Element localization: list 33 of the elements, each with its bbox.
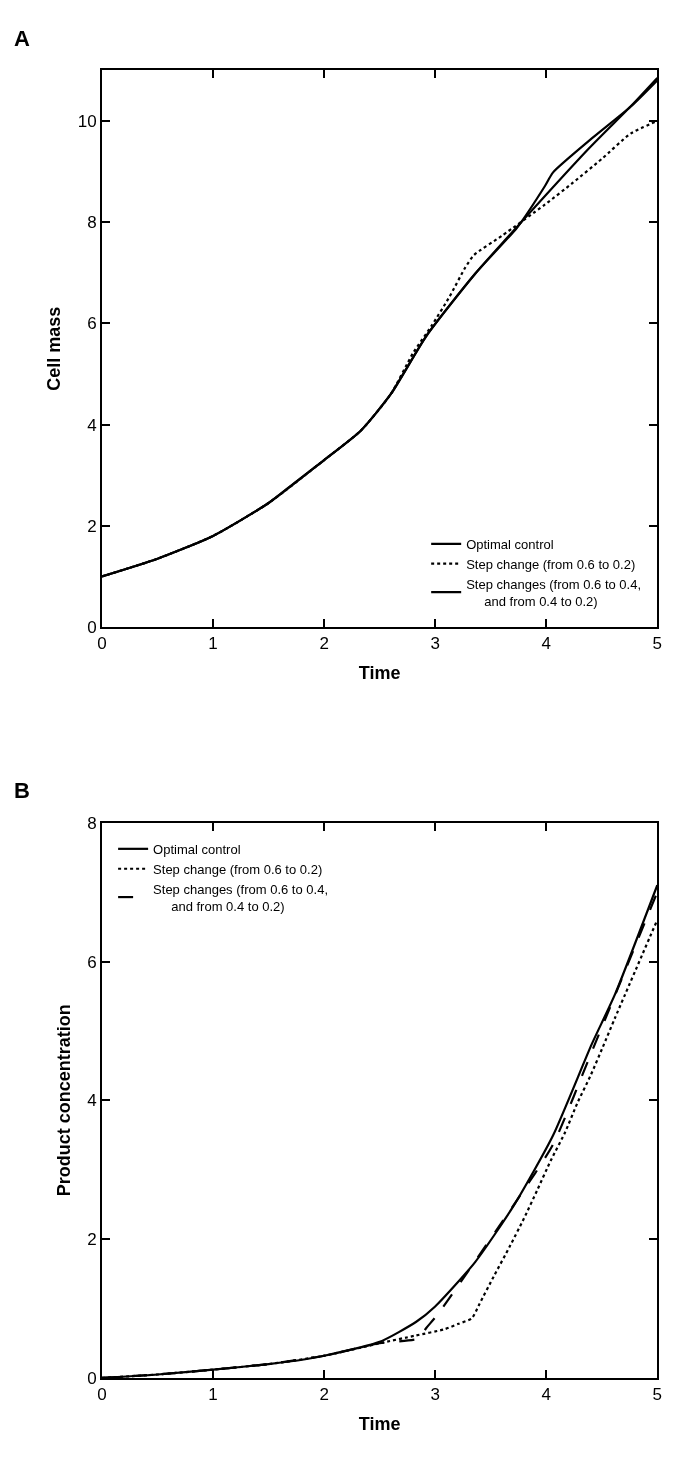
- x-tick-label: 3: [430, 1385, 440, 1405]
- y-tick-label: 0: [87, 1368, 97, 1388]
- x-tick-label: 2: [319, 1385, 329, 1405]
- y-tick-label: 6: [87, 952, 97, 972]
- y-axis-title: Product concentration: [53, 1004, 74, 1197]
- legend-label: Optimal control: [466, 536, 554, 552]
- y-tick-label: 6: [87, 314, 97, 334]
- legend-label: Optimal control: [153, 841, 241, 857]
- legend-label: Step changes (from 0.6 to 0.4, and from 0.4 to 0.2): [466, 576, 642, 609]
- x-tick-label: 1: [208, 634, 218, 654]
- y-tick-label: 4: [87, 415, 97, 435]
- x-tick-label: 1: [208, 1385, 218, 1405]
- x-tick-label: 3: [430, 634, 440, 654]
- x-tick-label: 4: [541, 1385, 551, 1405]
- x-axis-title: Time: [358, 1413, 401, 1434]
- legend-label: Step changes (from 0.6 to 0.4, and from 0.4 to 0.2): [153, 881, 328, 914]
- y-axis-title: Cell mass: [44, 306, 65, 391]
- y-tick-label: 8: [87, 213, 97, 233]
- y-tick-label: 0: [87, 617, 97, 637]
- y-tick-label: 8: [87, 813, 97, 833]
- x-tick-label: 4: [541, 634, 551, 654]
- legend-label: Step change (from 0.6 to 0.2): [466, 556, 636, 572]
- chart-title: A: [14, 26, 30, 51]
- x-tick-label: 5: [652, 1385, 663, 1405]
- x-axis-title: Time: [358, 663, 401, 683]
- chart-title: B: [14, 778, 30, 803]
- x-tick-label: 5: [652, 634, 663, 654]
- x-tick-label: 2: [319, 634, 329, 654]
- y-tick-label: 2: [87, 1230, 97, 1250]
- y-tick-label: 10: [77, 111, 97, 131]
- y-tick-label: 4: [87, 1091, 97, 1111]
- legend-label: Step change (from 0.6 to 0.2): [153, 861, 323, 877]
- y-tick-label: 2: [87, 516, 97, 536]
